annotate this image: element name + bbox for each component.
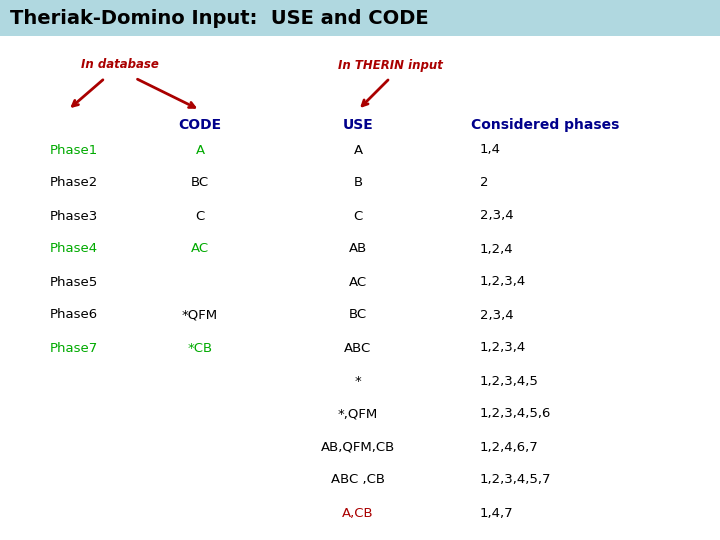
Text: USE: USE: [343, 118, 374, 132]
Text: Phase7: Phase7: [50, 341, 98, 354]
Text: 2,3,4: 2,3,4: [480, 308, 513, 321]
FancyBboxPatch shape: [0, 0, 720, 36]
Text: Phase5: Phase5: [50, 275, 98, 288]
Text: A,CB: A,CB: [342, 507, 374, 519]
Text: In database: In database: [81, 58, 159, 71]
Text: 1,4,7: 1,4,7: [480, 507, 513, 519]
Text: *: *: [355, 375, 361, 388]
Text: 2: 2: [480, 177, 488, 190]
Text: 1,2,4: 1,2,4: [480, 242, 513, 255]
Text: Phase4: Phase4: [50, 242, 98, 255]
Text: C: C: [195, 210, 204, 222]
Text: 1,2,3,4,5,7: 1,2,3,4,5,7: [480, 474, 552, 487]
Text: ABC ,CB: ABC ,CB: [331, 474, 385, 487]
Text: AB,QFM,CB: AB,QFM,CB: [321, 441, 395, 454]
Text: Phase6: Phase6: [50, 308, 98, 321]
Text: *,QFM: *,QFM: [338, 408, 378, 421]
Text: 1,2,3,4: 1,2,3,4: [480, 275, 526, 288]
Text: C: C: [354, 210, 363, 222]
Text: Phase2: Phase2: [50, 177, 98, 190]
Text: BC: BC: [191, 177, 209, 190]
Text: AB: AB: [349, 242, 367, 255]
Text: A: A: [195, 144, 204, 157]
Text: 2,3,4: 2,3,4: [480, 210, 513, 222]
Text: CODE: CODE: [179, 118, 222, 132]
Text: 1,2,3,4: 1,2,3,4: [480, 341, 526, 354]
Text: *QFM: *QFM: [182, 308, 218, 321]
Text: In THERIN input: In THERIN input: [338, 58, 442, 71]
Text: Considered phases: Considered phases: [471, 118, 619, 132]
Text: 1,4: 1,4: [480, 144, 501, 157]
Text: AC: AC: [191, 242, 209, 255]
Text: 1,2,3,4,5: 1,2,3,4,5: [480, 375, 539, 388]
Text: AC: AC: [349, 275, 367, 288]
Text: ABC: ABC: [344, 341, 372, 354]
Text: Phase1: Phase1: [50, 144, 98, 157]
Text: Phase3: Phase3: [50, 210, 98, 222]
Text: BC: BC: [349, 308, 367, 321]
Text: 1,2,3,4,5,6: 1,2,3,4,5,6: [480, 408, 552, 421]
Text: *CB: *CB: [187, 341, 212, 354]
Text: B: B: [354, 177, 363, 190]
Text: Theriak-Domino Input:  USE and CODE: Theriak-Domino Input: USE and CODE: [10, 9, 428, 28]
Text: 1,2,4,6,7: 1,2,4,6,7: [480, 441, 539, 454]
Text: A: A: [354, 144, 363, 157]
